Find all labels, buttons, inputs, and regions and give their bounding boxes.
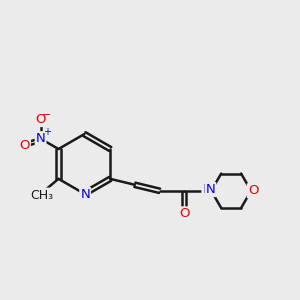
Text: N: N: [202, 183, 212, 196]
Text: N: N: [36, 132, 46, 145]
Text: O: O: [20, 139, 30, 152]
Text: O: O: [35, 113, 46, 126]
Text: +: +: [43, 127, 51, 137]
Text: −: −: [42, 110, 52, 120]
Text: O: O: [179, 207, 190, 220]
Text: N: N: [80, 188, 90, 201]
Text: O: O: [248, 184, 258, 197]
Text: CH₃: CH₃: [30, 189, 53, 202]
Text: N: N: [206, 183, 215, 196]
